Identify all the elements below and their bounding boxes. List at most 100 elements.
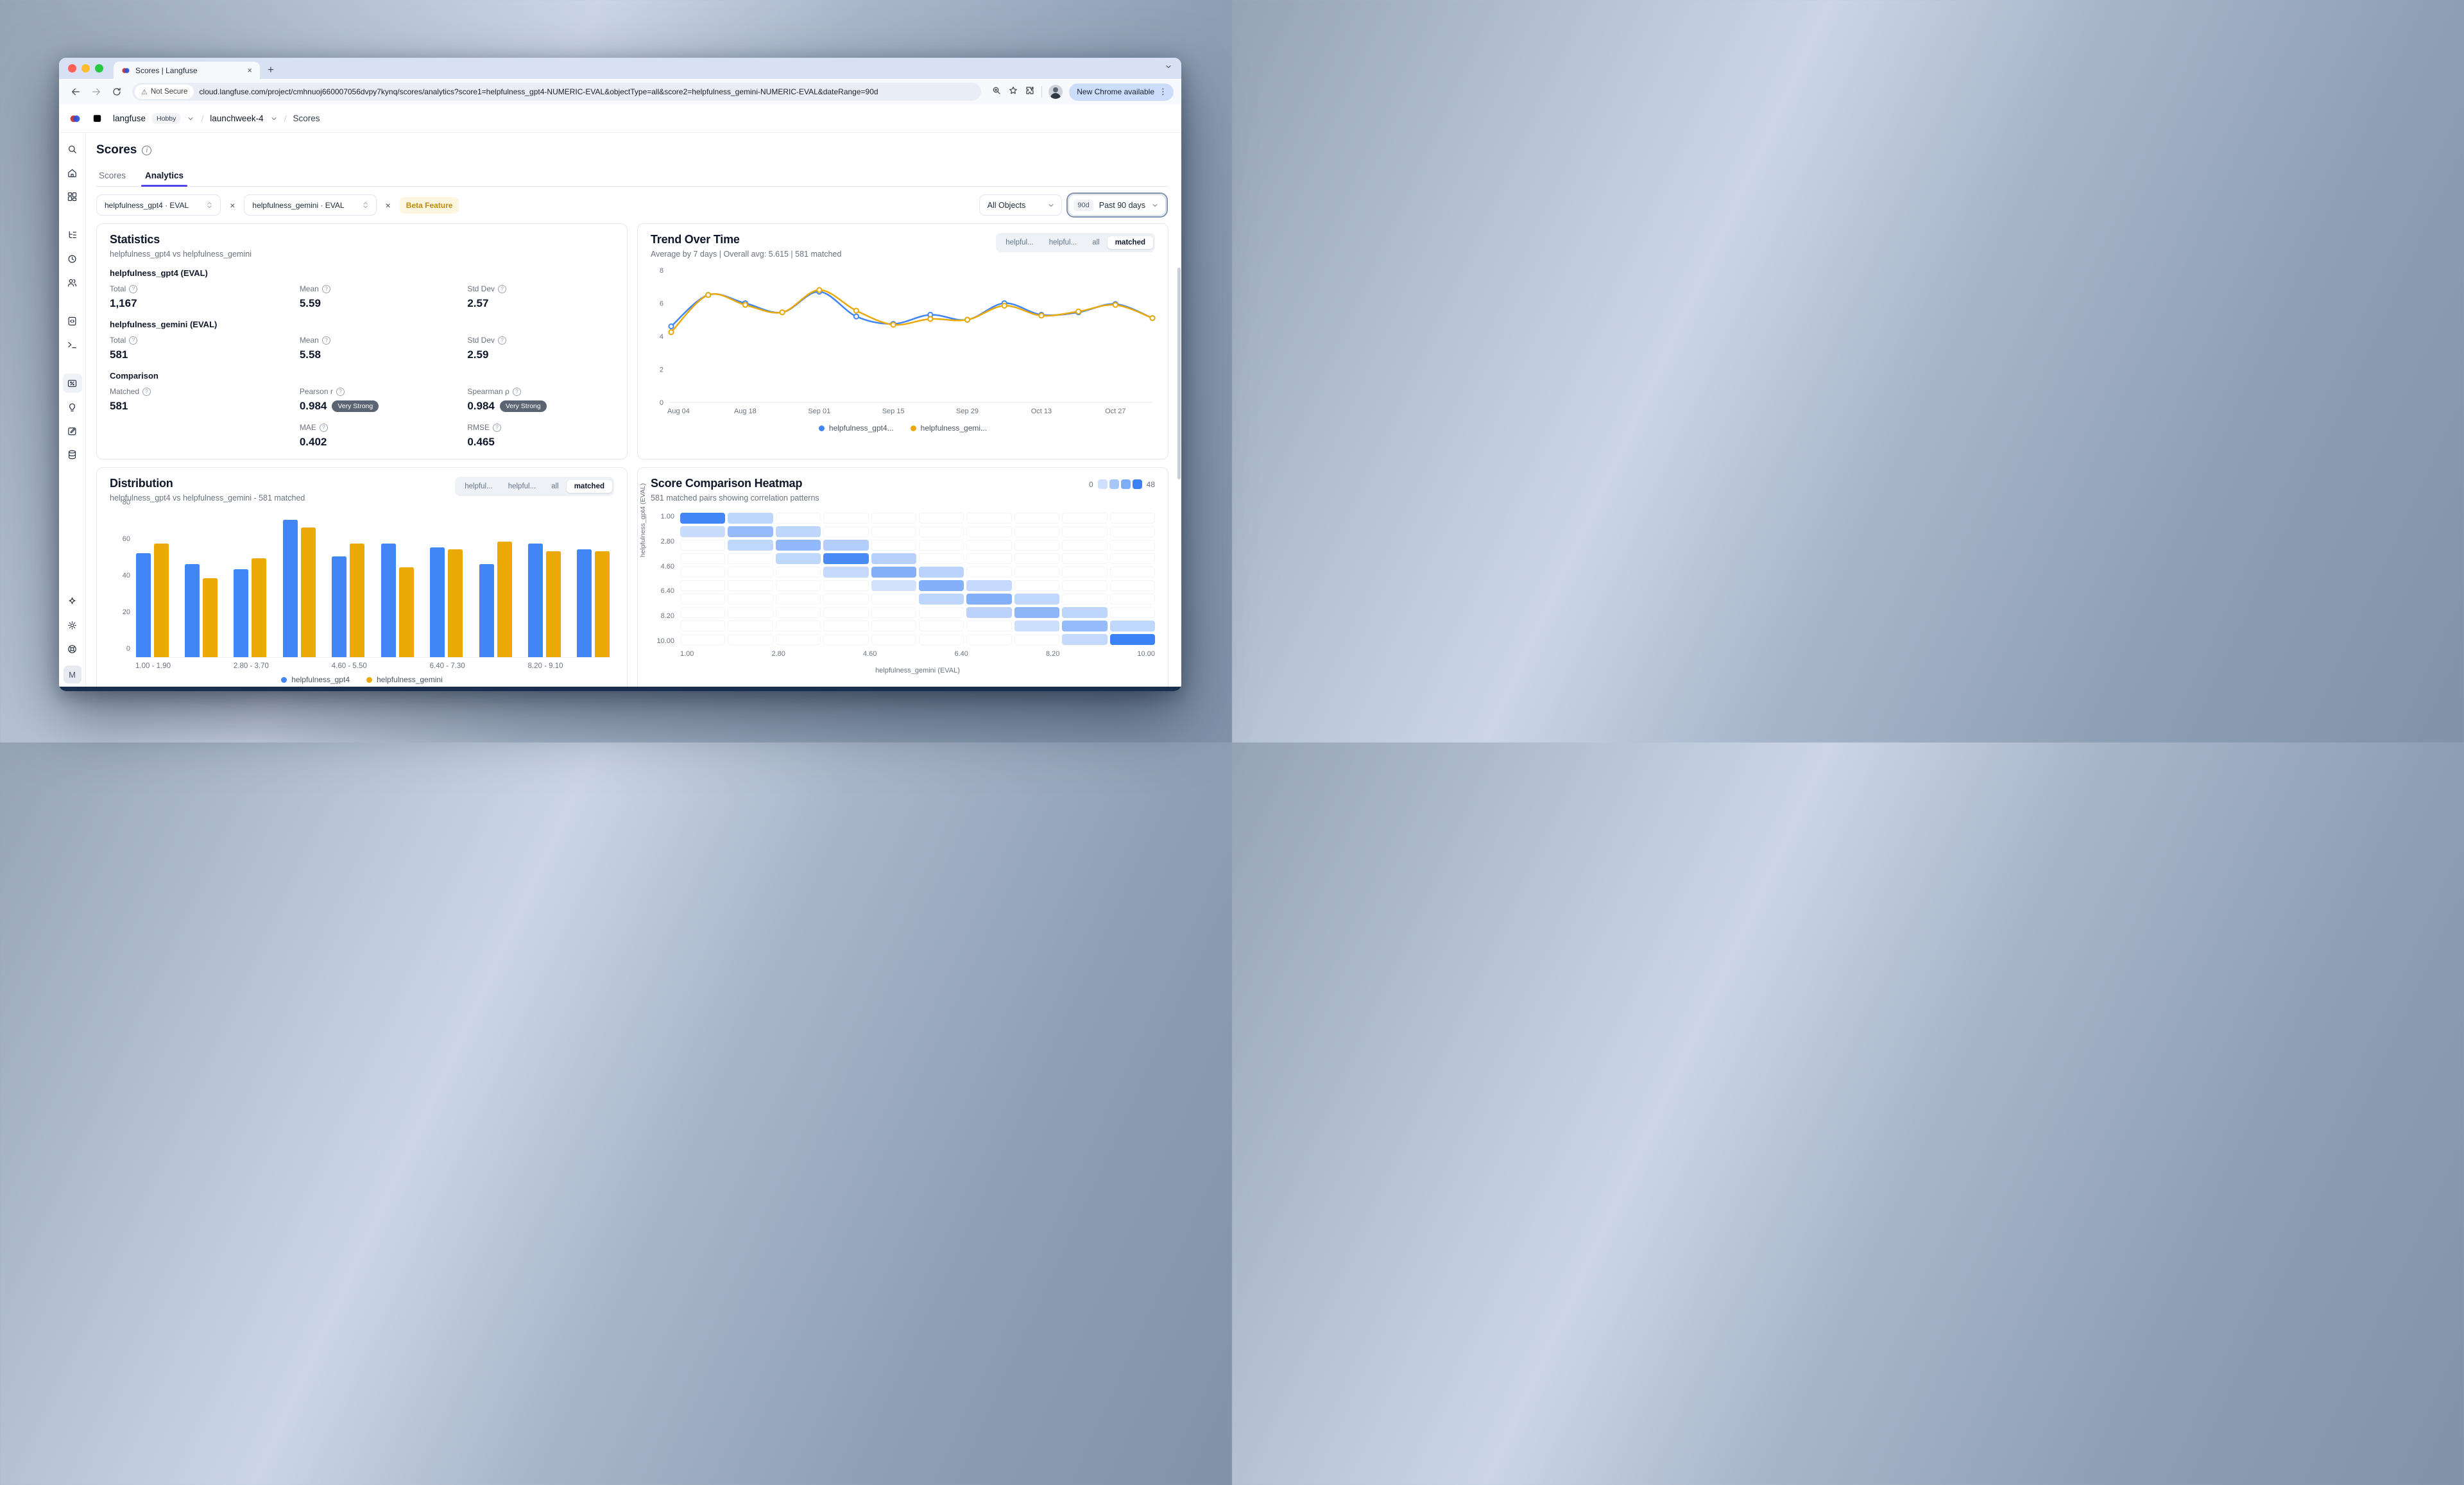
sidebar-item-settings[interactable]	[63, 615, 82, 635]
sidebar-item-annotation[interactable]	[63, 421, 82, 440]
not-secure-chip[interactable]: ⚠ Not Secure	[135, 85, 194, 99]
sidebar-item-scores[interactable]	[62, 373, 82, 393]
help-icon[interactable]	[321, 284, 330, 293]
seg-option-1[interactable]: helpful...	[465, 483, 493, 490]
seg-option-matched[interactable]: matched	[566, 480, 612, 493]
browser-window: Scores | Langfuse × + ⚠ Not Secure cloud…	[59, 58, 1181, 691]
extensions-puzzle-icon[interactable]	[1025, 85, 1035, 99]
help-icon[interactable]	[129, 336, 138, 345]
url-bar[interactable]: ⚠ Not Secure cloud.langfuse.com/project/…	[132, 83, 982, 101]
heat-y-tick: 2.80	[660, 537, 674, 545]
seg-option-2[interactable]: helpful...	[1048, 239, 1077, 246]
help-icon[interactable]	[321, 336, 330, 345]
help-icon[interactable]	[336, 387, 345, 396]
zoom-window-button[interactable]	[95, 64, 103, 73]
profile-avatar[interactable]	[1048, 85, 1063, 99]
bar-group	[184, 511, 218, 657]
legend-dot-gemini	[366, 676, 372, 683]
sidebar-item-search[interactable]	[63, 139, 82, 159]
help-icon[interactable]	[129, 284, 138, 293]
heatmap-cell	[966, 607, 1012, 618]
legend-dot-gpt4	[281, 676, 287, 683]
heatmap-color-scale: 0 48	[1089, 479, 1155, 489]
heatmap-cell	[775, 513, 821, 524]
new-tab-button[interactable]: +	[268, 64, 274, 76]
seg-option-all[interactable]: all	[551, 483, 559, 490]
tab-search-chevron-icon[interactable]	[1165, 62, 1172, 74]
score1-select[interactable]: helpfulness_gpt4 · EVAL	[96, 194, 221, 216]
date-range-select[interactable]: 90d Past 90 days	[1066, 192, 1168, 218]
reload-button[interactable]	[108, 83, 126, 101]
sidebar-item-evaluation[interactable]	[63, 397, 82, 416]
heatmap-cell	[823, 621, 869, 631]
sidebar-item-ai-assistant[interactable]	[63, 592, 82, 611]
sidebar-toggle-icon[interactable]	[87, 109, 107, 128]
tab-analytics[interactable]: Analytics	[141, 166, 188, 187]
heatmap-cell	[775, 540, 821, 551]
sidebar-item-sessions[interactable]	[63, 249, 82, 268]
tab-close-icon[interactable]: ×	[247, 65, 252, 75]
object-type-select[interactable]: All Objects	[979, 194, 1063, 216]
chrome-update-pill[interactable]: New Chrome available ⋮	[1069, 83, 1174, 101]
zoom-page-icon[interactable]	[991, 85, 1002, 99]
score2-select[interactable]: helpfulness_gemini · EVAL	[244, 194, 377, 216]
heatmap-cell	[871, 540, 916, 551]
sidebar-item-tracing[interactable]	[63, 225, 82, 245]
minimize-window-button[interactable]	[81, 64, 90, 73]
org-chevron-icon[interactable]	[187, 115, 194, 123]
heatmap-cell	[775, 526, 821, 537]
heatmap-cell	[680, 567, 726, 578]
heatmap-cell	[1109, 621, 1155, 631]
score2-remove-button[interactable]: ×	[385, 200, 391, 210]
scrollbar-thumb[interactable]	[1177, 268, 1181, 479]
sidebar-item-users[interactable]	[63, 273, 82, 292]
info-icon[interactable]	[142, 145, 152, 155]
kebab-menu-icon[interactable]: ⋮	[1159, 87, 1167, 96]
seg-option-2[interactable]: helpful...	[508, 483, 536, 490]
back-button[interactable]	[67, 83, 85, 101]
forward-button[interactable]	[87, 83, 105, 101]
score1-remove-button[interactable]: ×	[230, 200, 235, 210]
browser-tab[interactable]: Scores | Langfuse ×	[114, 62, 260, 79]
sidebar-item-prompts[interactable]	[63, 311, 82, 330]
heatmap-cell	[1062, 580, 1108, 591]
section-gpt4-heading: helpfulness_gpt4 (EVAL)	[110, 268, 208, 278]
sidebar-item-home[interactable]	[63, 163, 82, 182]
breadcrumb-org[interactable]: langfuse	[113, 114, 146, 123]
sidebar-item-dashboards[interactable]	[63, 187, 82, 206]
heatmap-cell	[871, 621, 916, 631]
sidebar-item-support[interactable]	[63, 639, 82, 658]
help-icon[interactable]	[498, 336, 507, 345]
bar	[202, 578, 218, 657]
seg-option-1[interactable]: helpful...	[1005, 239, 1034, 246]
user-avatar[interactable]: M	[63, 665, 81, 683]
seg-option-all[interactable]: all	[1092, 239, 1100, 246]
close-window-button[interactable]	[68, 64, 76, 73]
help-icon[interactable]	[498, 284, 507, 293]
breadcrumb-page: Scores	[293, 114, 320, 123]
statistics-title: Statistics	[110, 233, 160, 246]
sidebar-item-datasets[interactable]	[63, 445, 82, 464]
bar	[252, 558, 267, 657]
metric-mae: MAE 0.402	[300, 423, 461, 449]
chevron-updown-icon	[361, 201, 370, 209]
heatmap-cell	[728, 540, 773, 551]
bar-group	[234, 511, 267, 657]
tab-scores[interactable]: Scores	[99, 171, 126, 180]
help-icon[interactable]	[512, 387, 521, 396]
help-icon[interactable]	[142, 387, 151, 396]
help-icon[interactable]	[319, 423, 328, 432]
help-icon[interactable]	[493, 423, 501, 432]
heatmap-cell	[966, 580, 1012, 591]
breadcrumb-project[interactable]: launchweek-4	[210, 114, 264, 123]
heatmap-cell	[1062, 594, 1108, 605]
seg-option-matched[interactable]: matched	[1107, 236, 1153, 249]
bar	[282, 520, 298, 657]
sidebar-item-playground[interactable]	[63, 335, 82, 354]
tab-title: Scores | Langfuse	[135, 65, 198, 75]
bookmark-star-icon[interactable]	[1008, 85, 1018, 99]
heatmap-cell	[728, 621, 773, 631]
project-chevron-icon[interactable]	[270, 115, 278, 123]
dist-x-tick	[184, 662, 218, 670]
metric-mean-gpt4: Mean 5.59	[300, 284, 461, 310]
